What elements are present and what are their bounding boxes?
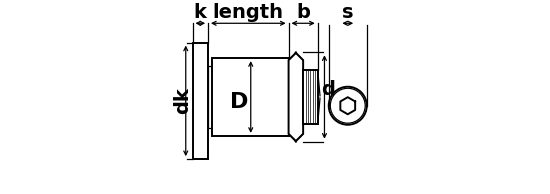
Text: dk: dk: [173, 87, 192, 114]
Text: s: s: [342, 3, 354, 22]
Bar: [212, 58, 289, 136]
Text: b: b: [296, 3, 310, 22]
Bar: [208, 66, 212, 128]
Polygon shape: [289, 52, 303, 142]
Text: k: k: [194, 3, 207, 22]
Text: D: D: [230, 92, 248, 112]
Text: length: length: [212, 3, 283, 22]
Bar: [192, 43, 208, 159]
Text: d: d: [321, 80, 336, 99]
Bar: [303, 70, 318, 124]
